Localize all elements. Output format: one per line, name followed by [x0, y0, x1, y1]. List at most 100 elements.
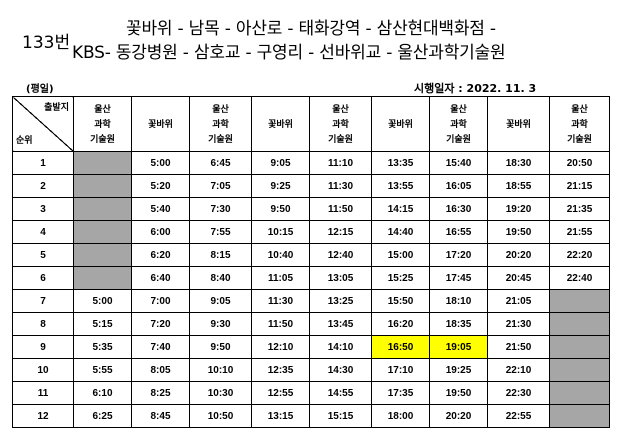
rank-cell: 5: [12, 243, 74, 267]
time-cell: 12:15: [309, 220, 372, 244]
time-cell: 7:55: [189, 220, 252, 244]
time-cell: 6:25: [73, 404, 132, 428]
column-header: 울산 과학 기술원: [429, 96, 488, 152]
time-cell: 5:35: [73, 335, 132, 359]
time-cell: 13:25: [309, 289, 372, 313]
table-row: 1 5:00 6:45 9:05 11:10 13:35 15:40 18:30 20:50: [12, 151, 610, 175]
time-cell: 20:20: [429, 404, 488, 428]
time-cell: 20:20: [487, 243, 550, 267]
time-cell: 17:20: [429, 243, 488, 267]
empty-cell: [549, 381, 610, 405]
time-cell: 15:40: [429, 151, 488, 175]
time-cell: 5:00: [73, 289, 132, 313]
route-stops-line-1: 꽃바위 - 남목 - 아산로 - 태화강역 - 삼산현대백화점 -: [126, 19, 496, 39]
time-cell: 12:35: [251, 358, 310, 382]
time-cell: 16:05: [429, 174, 488, 198]
rank-label: 순위: [16, 135, 33, 145]
time-cell: 5:00: [131, 151, 190, 175]
time-cell: 21:35: [549, 197, 610, 221]
time-cell: 22:20: [549, 243, 610, 267]
time-cell: 5:40: [131, 197, 190, 221]
day-type-label: (평일): [26, 84, 54, 95]
time-cell: 9:50: [251, 197, 310, 221]
timetable: 출발지 순위 울산 과학 기술원 꽃바위 울산 과학 기술원 꽃바위 울산 과학 기술원 꽃…: [12, 96, 610, 428]
table-row: 5 6:20 8:15 10:40 12:40 15:00 17:20 20:20 22:20: [12, 243, 610, 267]
table-row: 4 6:00 7:55 10:15 12:15 14:40 16:55 19:50 21:55: [12, 220, 610, 244]
time-cell: 20:50: [549, 151, 610, 175]
time-cell: 22:40: [549, 266, 610, 290]
rank-cell: 3: [12, 197, 74, 221]
time-cell: 9:30: [189, 312, 252, 336]
time-cell: 11:30: [309, 174, 372, 198]
time-cell: 9:25: [251, 174, 310, 198]
time-cell: 15:50: [371, 289, 430, 313]
time-cell: 18:30: [487, 151, 550, 175]
time-cell: 12:55: [251, 381, 310, 405]
rank-cell: 8: [12, 312, 74, 336]
time-cell: 14:55: [309, 381, 372, 405]
time-cell: 19:50: [429, 381, 488, 405]
rank-cell: 4: [12, 220, 74, 244]
time-cell: 22:30: [487, 381, 550, 405]
time-cell: 6:45: [189, 151, 252, 175]
rank-cell: 9: [12, 335, 74, 359]
empty-cell: [549, 358, 610, 382]
rank-cell: 2: [12, 174, 74, 198]
column-header: 꽃바위: [131, 96, 190, 152]
time-cell: 11:50: [309, 197, 372, 221]
time-cell: 17:35: [371, 381, 430, 405]
time-cell: 10:50: [189, 404, 252, 428]
time-cell: 19:50: [487, 220, 550, 244]
column-header: 꽃바위: [371, 96, 430, 152]
time-cell: 8:25: [131, 381, 190, 405]
column-header: 울산 과학 기술원: [549, 96, 610, 152]
time-cell: 10:30: [189, 381, 252, 405]
time-cell: 13:55: [371, 174, 430, 198]
time-cell: 19:05: [429, 335, 488, 359]
time-cell: 15:15: [309, 404, 372, 428]
time-cell: 15:25: [371, 266, 430, 290]
time-cell: 9:50: [189, 335, 252, 359]
time-cell: 21:50: [487, 335, 550, 359]
time-cell: 16:50: [371, 335, 430, 359]
time-cell: 6:40: [131, 266, 190, 290]
time-cell: 14:15: [371, 197, 430, 221]
table-row: 10 5:55 8:05 10:10 12:35 14:30 17:10 19:25 22:10: [12, 358, 610, 382]
timetable-corner-header: 출발지 순위: [12, 96, 74, 152]
time-cell: 12:10: [251, 335, 310, 359]
table-row: 2 5:20 7:05 9:25 11:30 13:55 16:05 18:55 21:15: [12, 174, 610, 198]
time-cell: 8:15: [189, 243, 252, 267]
time-cell: 11:30: [251, 289, 310, 313]
column-header: 울산 과학 기술원: [309, 96, 372, 152]
rank-cell: 12: [12, 404, 74, 428]
time-cell: 6:00: [131, 220, 190, 244]
time-cell: 15:00: [371, 243, 430, 267]
empty-cell: [549, 335, 610, 359]
time-cell: 18:55: [487, 174, 550, 198]
time-cell: 21:15: [549, 174, 610, 198]
time-cell: 9:05: [189, 289, 252, 313]
time-cell: 11:10: [309, 151, 372, 175]
time-cell: 14:10: [309, 335, 372, 359]
time-cell: 10:15: [251, 220, 310, 244]
time-cell: 20:45: [487, 266, 550, 290]
time-cell: 7:05: [189, 174, 252, 198]
time-cell: 8:05: [131, 358, 190, 382]
time-cell: 21:05: [487, 289, 550, 313]
table-row: 9 5:35 7:40 9:50 12:10 14:10 16:50 19:05 21:50: [12, 335, 610, 359]
time-cell: 16:20: [371, 312, 430, 336]
time-cell: 17:10: [371, 358, 430, 382]
time-cell: 7:30: [189, 197, 252, 221]
time-cell: 22:10: [487, 358, 550, 382]
time-cell: 12:40: [309, 243, 372, 267]
empty-cell: [73, 151, 132, 175]
time-cell: 8:45: [131, 404, 190, 428]
empty-cell: [73, 174, 132, 198]
time-cell: 7:00: [131, 289, 190, 313]
time-cell: 6:20: [131, 243, 190, 267]
time-cell: 7:40: [131, 335, 190, 359]
time-cell: 18:35: [429, 312, 488, 336]
time-cell: 22:55: [487, 404, 550, 428]
rank-cell: 10: [12, 358, 74, 382]
effective-date: 시행일자 : 2022. 11. 3: [414, 82, 537, 95]
